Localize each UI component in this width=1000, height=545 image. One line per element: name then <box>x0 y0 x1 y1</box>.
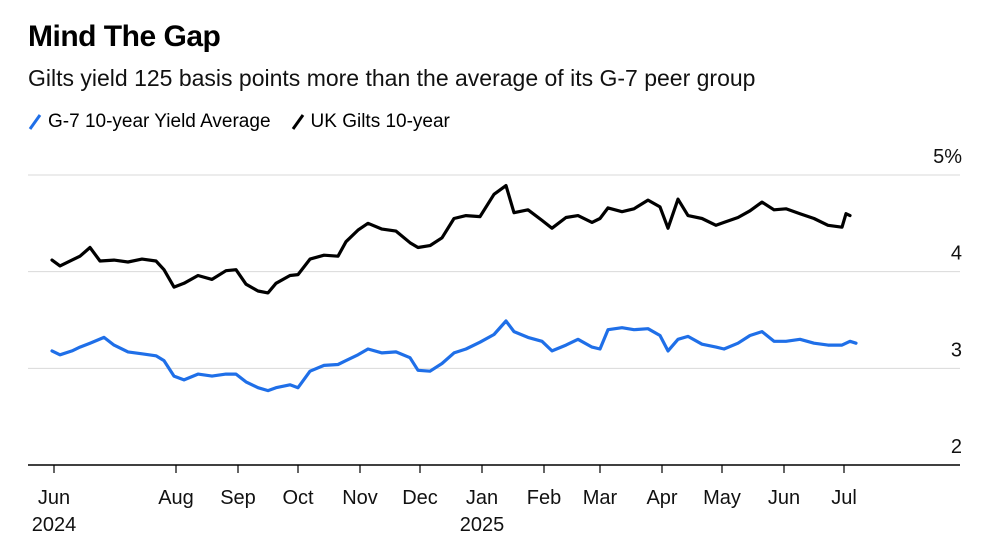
legend-item-uk-gilts: UK Gilts 10-year <box>291 111 450 133</box>
x-tick-label-1: Aug <box>158 487 194 509</box>
x-tick-label-10: May <box>703 487 741 509</box>
series-line-g7-average <box>50 319 858 393</box>
y-tick-label-5: 5% <box>933 146 962 168</box>
chart-subtitle: Gilts yield 125 basis points more than t… <box>28 65 756 91</box>
x-tick-label-4: Nov <box>342 487 378 509</box>
x-tick-label-11: Jun <box>768 487 800 509</box>
x-tick-label-0: Jun <box>38 487 70 509</box>
y-tick-label-2: 2 <box>951 436 962 458</box>
x-tick-label-5: Dec <box>402 487 438 509</box>
x-tick-label-3: Oct <box>282 487 314 509</box>
y-tick-label-4: 4 <box>951 243 962 265</box>
legend-label-g7: G-7 10-year Yield Average <box>48 111 271 132</box>
chart-title: Mind The Gap <box>28 20 221 53</box>
x-tick-sublabel-6: 2025 <box>460 514 505 536</box>
x-tick-label-2: Sep <box>220 487 256 509</box>
y-tick-label-3: 3 <box>951 339 962 361</box>
legend-label-uk-gilts: UK Gilts 10-year <box>310 111 450 132</box>
legend-swatch-g7 <box>28 114 42 130</box>
x-tick-label-12: Jul <box>831 487 857 509</box>
x-tick-label-7: Feb <box>527 487 561 509</box>
legend-item-g7: G-7 10-year Yield Average <box>28 111 271 133</box>
legend-swatch-uk-gilts <box>291 114 304 130</box>
series-line-uk-gilts <box>50 184 852 295</box>
x-tick-label-6: Jan <box>466 487 498 509</box>
chart-legend: G-7 10-year Yield Average UK Gilts 10-ye… <box>28 111 450 133</box>
x-tick-sublabel-0: 2024 <box>32 514 77 536</box>
x-tick-label-8: Mar <box>583 487 618 509</box>
x-tick-label-9: Apr <box>646 487 677 509</box>
